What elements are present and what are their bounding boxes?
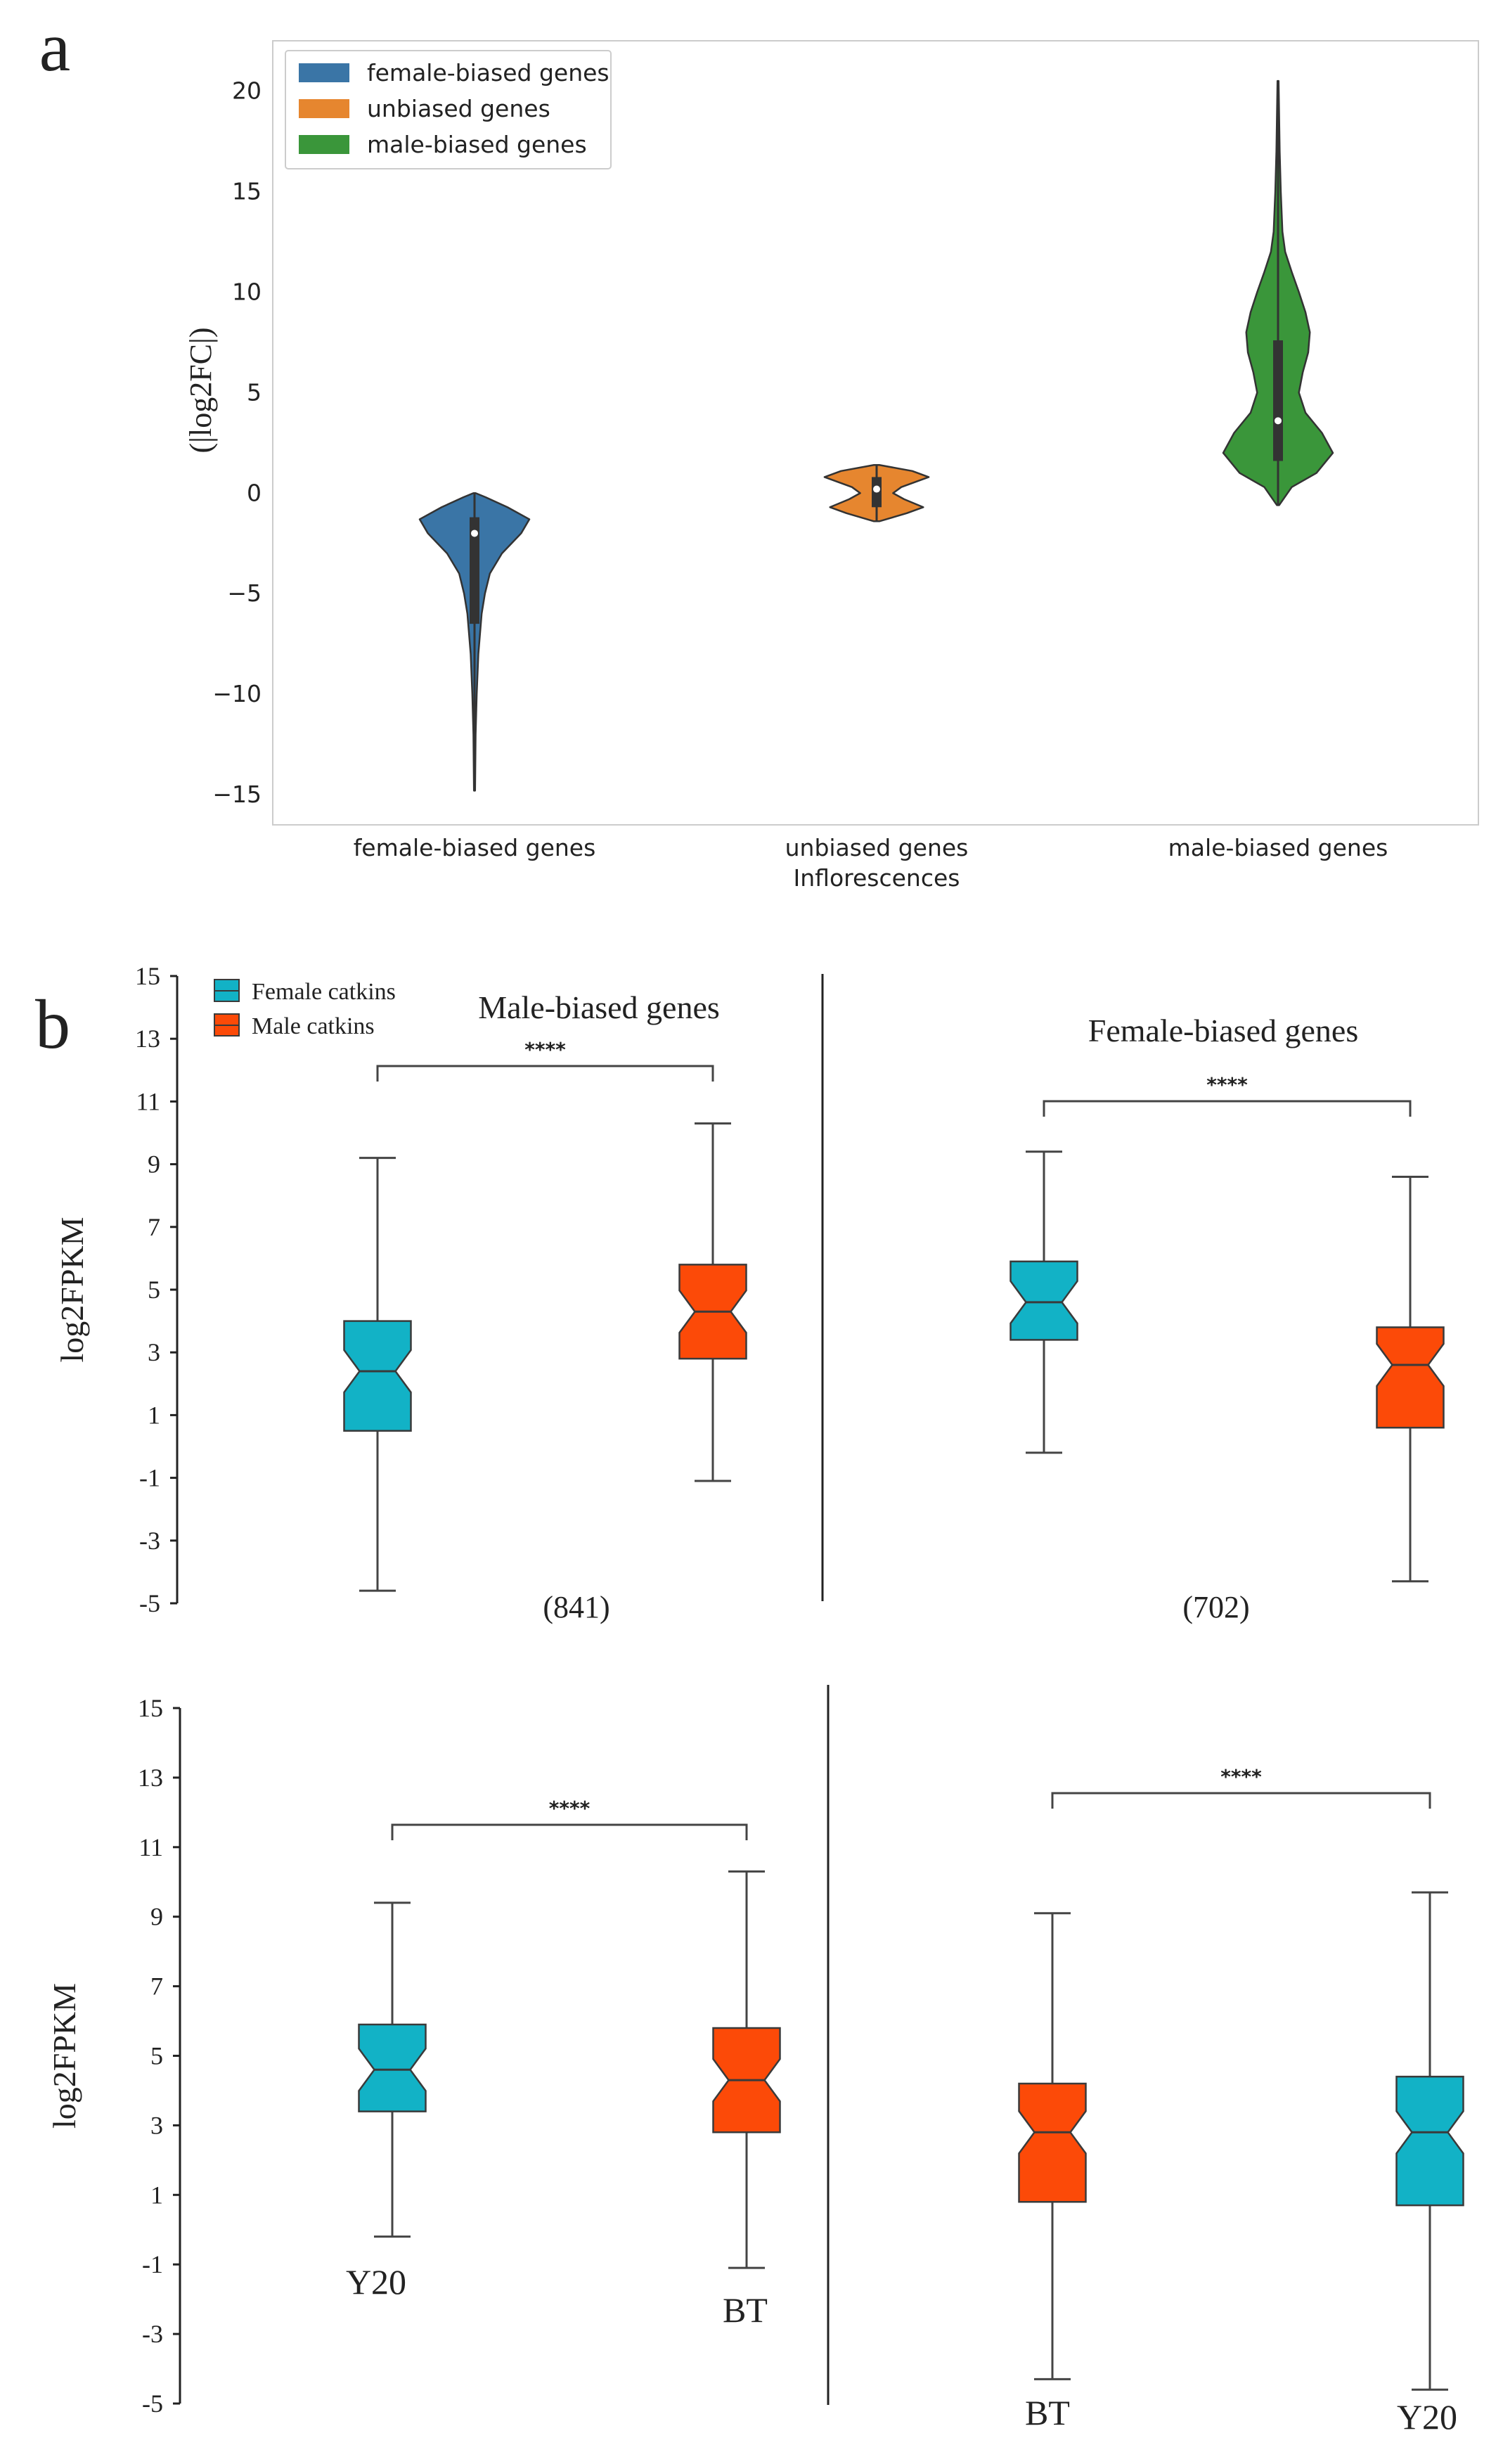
box-body [1009,1260,1078,1341]
legend-frame [285,50,612,169]
gene-count-label: (841) [543,1590,609,1624]
y-tick-label: 15 [135,962,160,990]
box-Female-catkins [1009,1150,1078,1454]
box-Y20 [1395,1891,1464,2391]
violin-iqr-bar [470,517,479,624]
y-tick-label: -5 [139,1589,160,1617]
x-tick-label: unbiased genes [785,834,969,861]
box-Male-catkins [1376,1175,1445,1583]
legend-entry: male-biased genes [367,131,587,158]
violin-chart: −15 −10 −5 0 5 10 15 20 (|log2FC|) female-biased … [183,40,1479,892]
box-body [358,2023,427,2112]
y-tick-label: −5 [227,579,262,607]
y-tick-label: −15 [212,781,262,808]
box-body [1395,2075,1464,2207]
box-body [343,1320,412,1432]
plot-frame [272,40,1479,826]
x-tick-label: male-biased genes [1168,834,1388,861]
y-tick-label: 3 [148,1338,160,1366]
y-tick-label: -5 [142,2389,163,2418]
y-tick-label: 3 [150,2111,163,2139]
y-axis-label: (|log2FC|) [183,328,218,454]
x-tick-label: Y20 [346,2262,406,2302]
legend-swatch [299,63,349,82]
y-tick-label: 9 [150,1903,163,1931]
significance-bracket [1043,1100,1412,1117]
violin-median-dot [873,485,880,493]
violin-female-biased-genes [418,492,531,792]
significance-bracket [391,1823,748,1840]
box-BT [1018,1912,1087,2380]
legend-swatch [299,99,349,118]
y-axis-label: log2FPKM [54,1217,90,1362]
violin-male-biased-genes [1222,79,1334,506]
legend-entry: female-biased genes [367,59,609,86]
y-tick-label: -3 [139,1527,160,1555]
y-tick-label: −10 [212,680,262,707]
chart-title: Male-biased genes [478,989,720,1025]
box-BT [712,1870,781,2269]
y-tick-label: 0 [247,479,262,506]
chart-title: Female-biased genes [1088,1013,1358,1048]
violin-unbiased-genes [823,463,930,522]
x-tick-label: BT [723,2290,768,2330]
y-tick-label: 11 [138,1833,163,1861]
violin-median-dot [471,530,478,537]
box-body [1376,1326,1445,1429]
y-tick-label: 13 [135,1025,160,1053]
panel-label-a: a [39,8,70,86]
legend-swatch [299,135,349,154]
significance-label: **** [524,1038,566,1061]
x-axis-label: Inflorescences [794,864,960,892]
significance-label: **** [549,1797,591,1820]
significance-bracket [376,1065,714,1082]
violin-median-dot [1275,417,1282,425]
y-tick-label: 15 [232,177,262,205]
y-tick-label: -3 [142,2320,163,2348]
legend-entry: Female catkins [252,979,396,1005]
x-tick-label: Y20 [1397,2397,1457,2437]
y-tick-label: 15 [138,1694,163,1722]
y-tick-label: 11 [136,1087,160,1115]
x-tick-label: female-biased genes [354,834,596,861]
y-tick-label: 1 [150,2181,163,2209]
significance-label: **** [1206,1073,1248,1096]
legend-entry: unbiased genes [367,95,550,122]
box-Male-catkins [678,1122,747,1482]
y-tick-label: 5 [150,2042,163,2070]
y-tick-label: 5 [247,378,262,406]
y-tick-label: -1 [142,2250,163,2278]
y-tick-label: 9 [148,1150,160,1179]
y-tick-label: 13 [138,1764,163,1792]
legend: female-biased genes unbiased genes male-bi… [285,50,612,169]
significance-bracket [1051,1792,1431,1809]
panel-label-b: b [35,985,70,1063]
box-Female-catkins [343,1157,412,1592]
box-chart-bottom-right: **** BT Y20 [1018,1765,1464,2437]
y-tick-label: 5 [148,1276,160,1304]
x-tick-label: BT [1025,2393,1070,2432]
y-tick-label: 20 [232,77,262,104]
box-Y20 [358,1901,427,2238]
y-tick-label: -1 [139,1464,160,1492]
significance-label: **** [1220,1765,1262,1788]
y-tick-label: 7 [148,1213,160,1241]
legend-entry: Male catkins [252,1013,375,1039]
box-chart-female-biased: Female-biased genes **** (702) [1009,1013,1445,1624]
legend: Female catkins Male catkins [214,979,396,1039]
y-tick-label: 10 [232,278,262,305]
y-tick-label: 7 [150,1972,163,2001]
gene-count-label: (702) [1182,1590,1249,1624]
violin-iqr-bar [1273,340,1283,461]
box-body [1018,2082,1087,2203]
y-tick-label: 1 [148,1401,160,1429]
y-axis-label: log2FPKM [46,1983,82,2129]
